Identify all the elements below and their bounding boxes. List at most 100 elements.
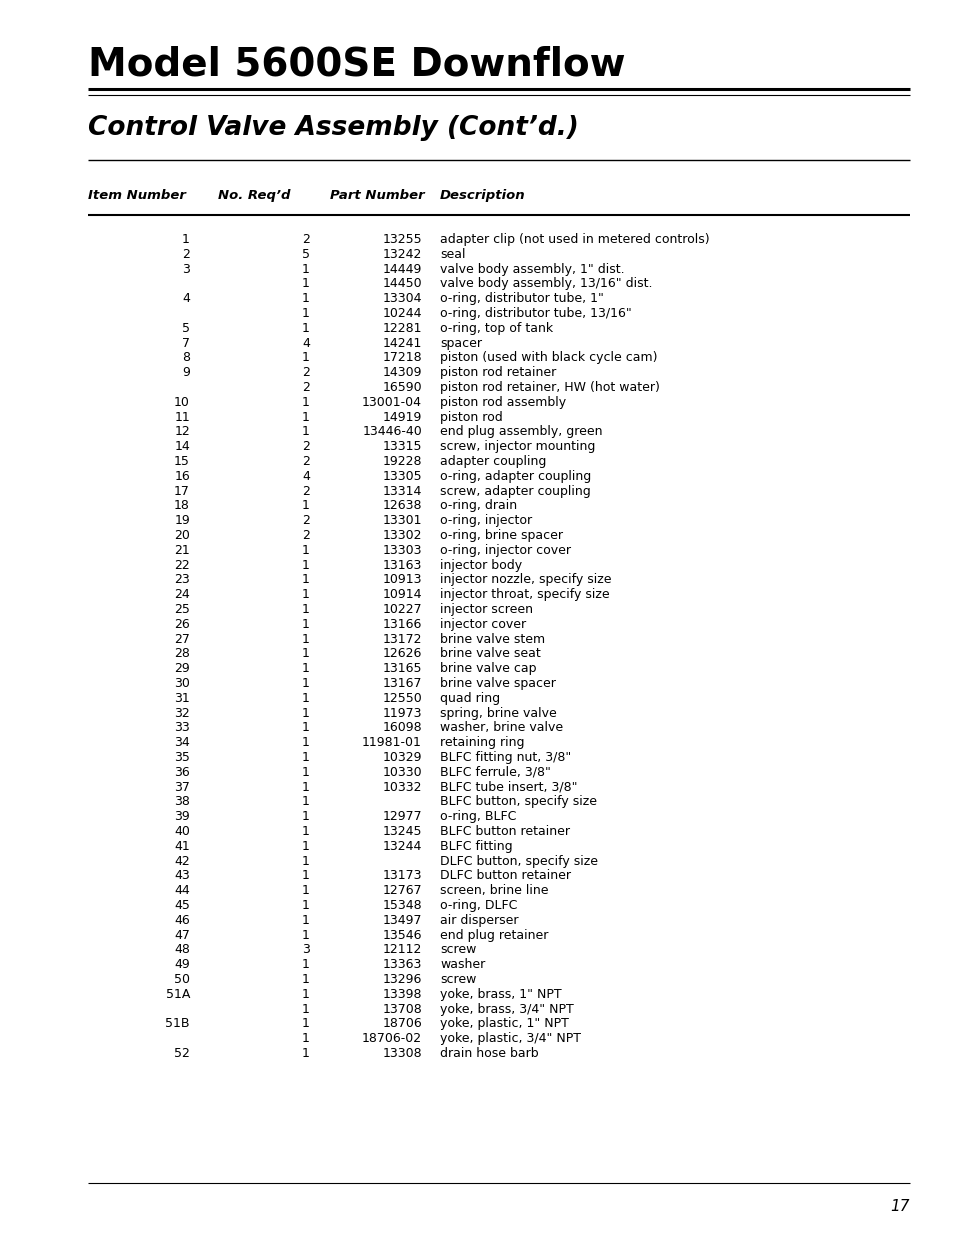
- Text: 13302: 13302: [382, 529, 421, 542]
- Text: 2: 2: [302, 484, 310, 498]
- Text: No. Req’d: No. Req’d: [218, 189, 291, 203]
- Text: 1: 1: [302, 929, 310, 941]
- Text: 11981-01: 11981-01: [362, 736, 421, 750]
- Text: 1: 1: [302, 1047, 310, 1060]
- Text: o-ring, distributor tube, 1": o-ring, distributor tube, 1": [439, 293, 603, 305]
- Text: screen, brine line: screen, brine line: [439, 884, 548, 897]
- Text: retaining ring: retaining ring: [439, 736, 524, 750]
- Text: 1: 1: [302, 721, 310, 735]
- Text: BLFC fitting: BLFC fitting: [439, 840, 512, 853]
- Text: 1: 1: [302, 618, 310, 631]
- Text: 13363: 13363: [382, 958, 421, 971]
- Text: 13303: 13303: [382, 543, 421, 557]
- Text: 24: 24: [174, 588, 190, 601]
- Text: 1: 1: [302, 395, 310, 409]
- Text: 1: 1: [302, 914, 310, 926]
- Text: 13305: 13305: [382, 469, 421, 483]
- Text: 28: 28: [174, 647, 190, 661]
- Text: 14309: 14309: [382, 367, 421, 379]
- Text: 26: 26: [174, 618, 190, 631]
- Text: 1: 1: [302, 677, 310, 690]
- Text: 2: 2: [302, 233, 310, 246]
- Text: o-ring, drain: o-ring, drain: [439, 499, 517, 513]
- Text: 51A: 51A: [166, 988, 190, 1000]
- Text: 3: 3: [302, 944, 310, 956]
- Text: o-ring, adapter coupling: o-ring, adapter coupling: [439, 469, 591, 483]
- Text: adapter coupling: adapter coupling: [439, 454, 546, 468]
- Text: 12638: 12638: [382, 499, 421, 513]
- Text: 1: 1: [302, 543, 310, 557]
- Text: 13398: 13398: [382, 988, 421, 1000]
- Text: 50: 50: [173, 973, 190, 986]
- Text: 1: 1: [302, 825, 310, 839]
- Text: 38: 38: [174, 795, 190, 809]
- Text: 1: 1: [302, 263, 310, 275]
- Text: 10914: 10914: [382, 588, 421, 601]
- Text: piston (used with black cycle cam): piston (used with black cycle cam): [439, 352, 657, 364]
- Text: BLFC tube insert, 3/8": BLFC tube insert, 3/8": [439, 781, 577, 794]
- Text: 13242: 13242: [382, 248, 421, 261]
- Text: injector nozzle, specify size: injector nozzle, specify size: [439, 573, 611, 587]
- Text: 1: 1: [302, 692, 310, 705]
- Text: yoke, brass, 3/4" NPT: yoke, brass, 3/4" NPT: [439, 1003, 573, 1015]
- Text: 1: 1: [302, 884, 310, 897]
- Text: 1: 1: [302, 781, 310, 794]
- Text: 44: 44: [174, 884, 190, 897]
- Text: 2: 2: [302, 440, 310, 453]
- Text: 13314: 13314: [382, 484, 421, 498]
- Text: 13497: 13497: [382, 914, 421, 926]
- Text: piston rod assembly: piston rod assembly: [439, 395, 565, 409]
- Text: BLFC ferrule, 3/8": BLFC ferrule, 3/8": [439, 766, 550, 779]
- Text: 37: 37: [174, 781, 190, 794]
- Text: 10913: 10913: [382, 573, 421, 587]
- Text: 4: 4: [182, 293, 190, 305]
- Text: yoke, brass, 1" NPT: yoke, brass, 1" NPT: [439, 988, 561, 1000]
- Text: 14450: 14450: [382, 278, 421, 290]
- Text: 13244: 13244: [382, 840, 421, 853]
- Text: brine valve stem: brine valve stem: [439, 632, 544, 646]
- Text: 14: 14: [174, 440, 190, 453]
- Text: 12626: 12626: [382, 647, 421, 661]
- Text: 45: 45: [174, 899, 190, 911]
- Text: 1: 1: [302, 869, 310, 882]
- Text: DLFC button, specify size: DLFC button, specify size: [439, 855, 598, 868]
- Text: 12: 12: [174, 425, 190, 438]
- Text: injector cover: injector cover: [439, 618, 525, 631]
- Text: 13166: 13166: [382, 618, 421, 631]
- Text: 40: 40: [174, 825, 190, 839]
- Text: 1: 1: [302, 1003, 310, 1015]
- Text: 13296: 13296: [382, 973, 421, 986]
- Text: 13546: 13546: [382, 929, 421, 941]
- Text: valve body assembly, 13/16" dist.: valve body assembly, 13/16" dist.: [439, 278, 652, 290]
- Text: 1: 1: [302, 322, 310, 335]
- Text: 10227: 10227: [382, 603, 421, 616]
- Text: 18: 18: [174, 499, 190, 513]
- Text: 15: 15: [174, 454, 190, 468]
- Text: 1: 1: [302, 425, 310, 438]
- Text: 13446-40: 13446-40: [362, 425, 421, 438]
- Text: 18706-02: 18706-02: [361, 1032, 421, 1045]
- Text: 1: 1: [302, 810, 310, 824]
- Text: 23: 23: [174, 573, 190, 587]
- Text: brine valve cap: brine valve cap: [439, 662, 536, 676]
- Text: 10332: 10332: [382, 781, 421, 794]
- Text: 12977: 12977: [382, 810, 421, 824]
- Text: 12112: 12112: [382, 944, 421, 956]
- Text: 5: 5: [302, 248, 310, 261]
- Text: 18706: 18706: [382, 1018, 421, 1030]
- Text: 20: 20: [174, 529, 190, 542]
- Text: 1: 1: [302, 278, 310, 290]
- Text: 12550: 12550: [382, 692, 421, 705]
- Text: 13308: 13308: [382, 1047, 421, 1060]
- Text: 13165: 13165: [382, 662, 421, 676]
- Text: o-ring, distributor tube, 13/16": o-ring, distributor tube, 13/16": [439, 308, 631, 320]
- Text: 43: 43: [174, 869, 190, 882]
- Text: piston rod: piston rod: [439, 410, 502, 424]
- Text: 1: 1: [302, 603, 310, 616]
- Text: 1: 1: [302, 558, 310, 572]
- Text: 8: 8: [182, 352, 190, 364]
- Text: washer, brine valve: washer, brine valve: [439, 721, 562, 735]
- Text: valve body assembly, 1" dist.: valve body assembly, 1" dist.: [439, 263, 624, 275]
- Text: injector screen: injector screen: [439, 603, 533, 616]
- Text: brine valve spacer: brine valve spacer: [439, 677, 556, 690]
